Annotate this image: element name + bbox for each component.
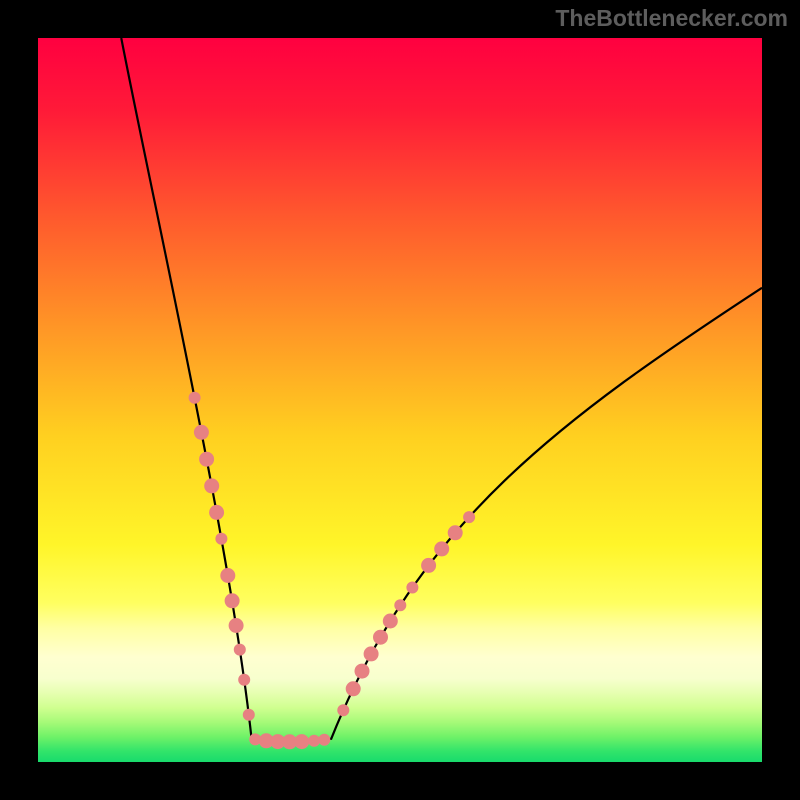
data-point xyxy=(243,709,255,721)
data-point xyxy=(209,505,224,520)
data-point xyxy=(204,478,219,493)
data-point xyxy=(238,674,250,686)
data-point xyxy=(383,614,398,629)
data-point xyxy=(225,593,240,608)
data-point xyxy=(448,525,463,540)
data-point xyxy=(463,511,475,523)
data-point xyxy=(394,599,406,611)
data-point xyxy=(199,452,214,467)
data-point xyxy=(364,646,379,661)
data-point xyxy=(220,568,235,583)
data-point xyxy=(337,704,349,716)
data-point xyxy=(434,541,449,556)
data-point xyxy=(373,630,388,645)
watermark-text: TheBottlenecker.com xyxy=(555,5,788,32)
data-point xyxy=(189,392,201,404)
data-point xyxy=(229,618,244,633)
data-point xyxy=(294,734,309,749)
data-point xyxy=(215,533,227,545)
data-point xyxy=(308,735,320,747)
data-point xyxy=(194,425,209,440)
data-point xyxy=(318,734,330,746)
data-point xyxy=(421,558,436,573)
data-point xyxy=(355,664,370,679)
chart-svg xyxy=(0,0,800,800)
data-point xyxy=(234,644,246,656)
data-point xyxy=(346,681,361,696)
data-point xyxy=(406,582,418,594)
stage: TheBottlenecker.com xyxy=(0,0,800,800)
plot-background xyxy=(38,38,762,762)
